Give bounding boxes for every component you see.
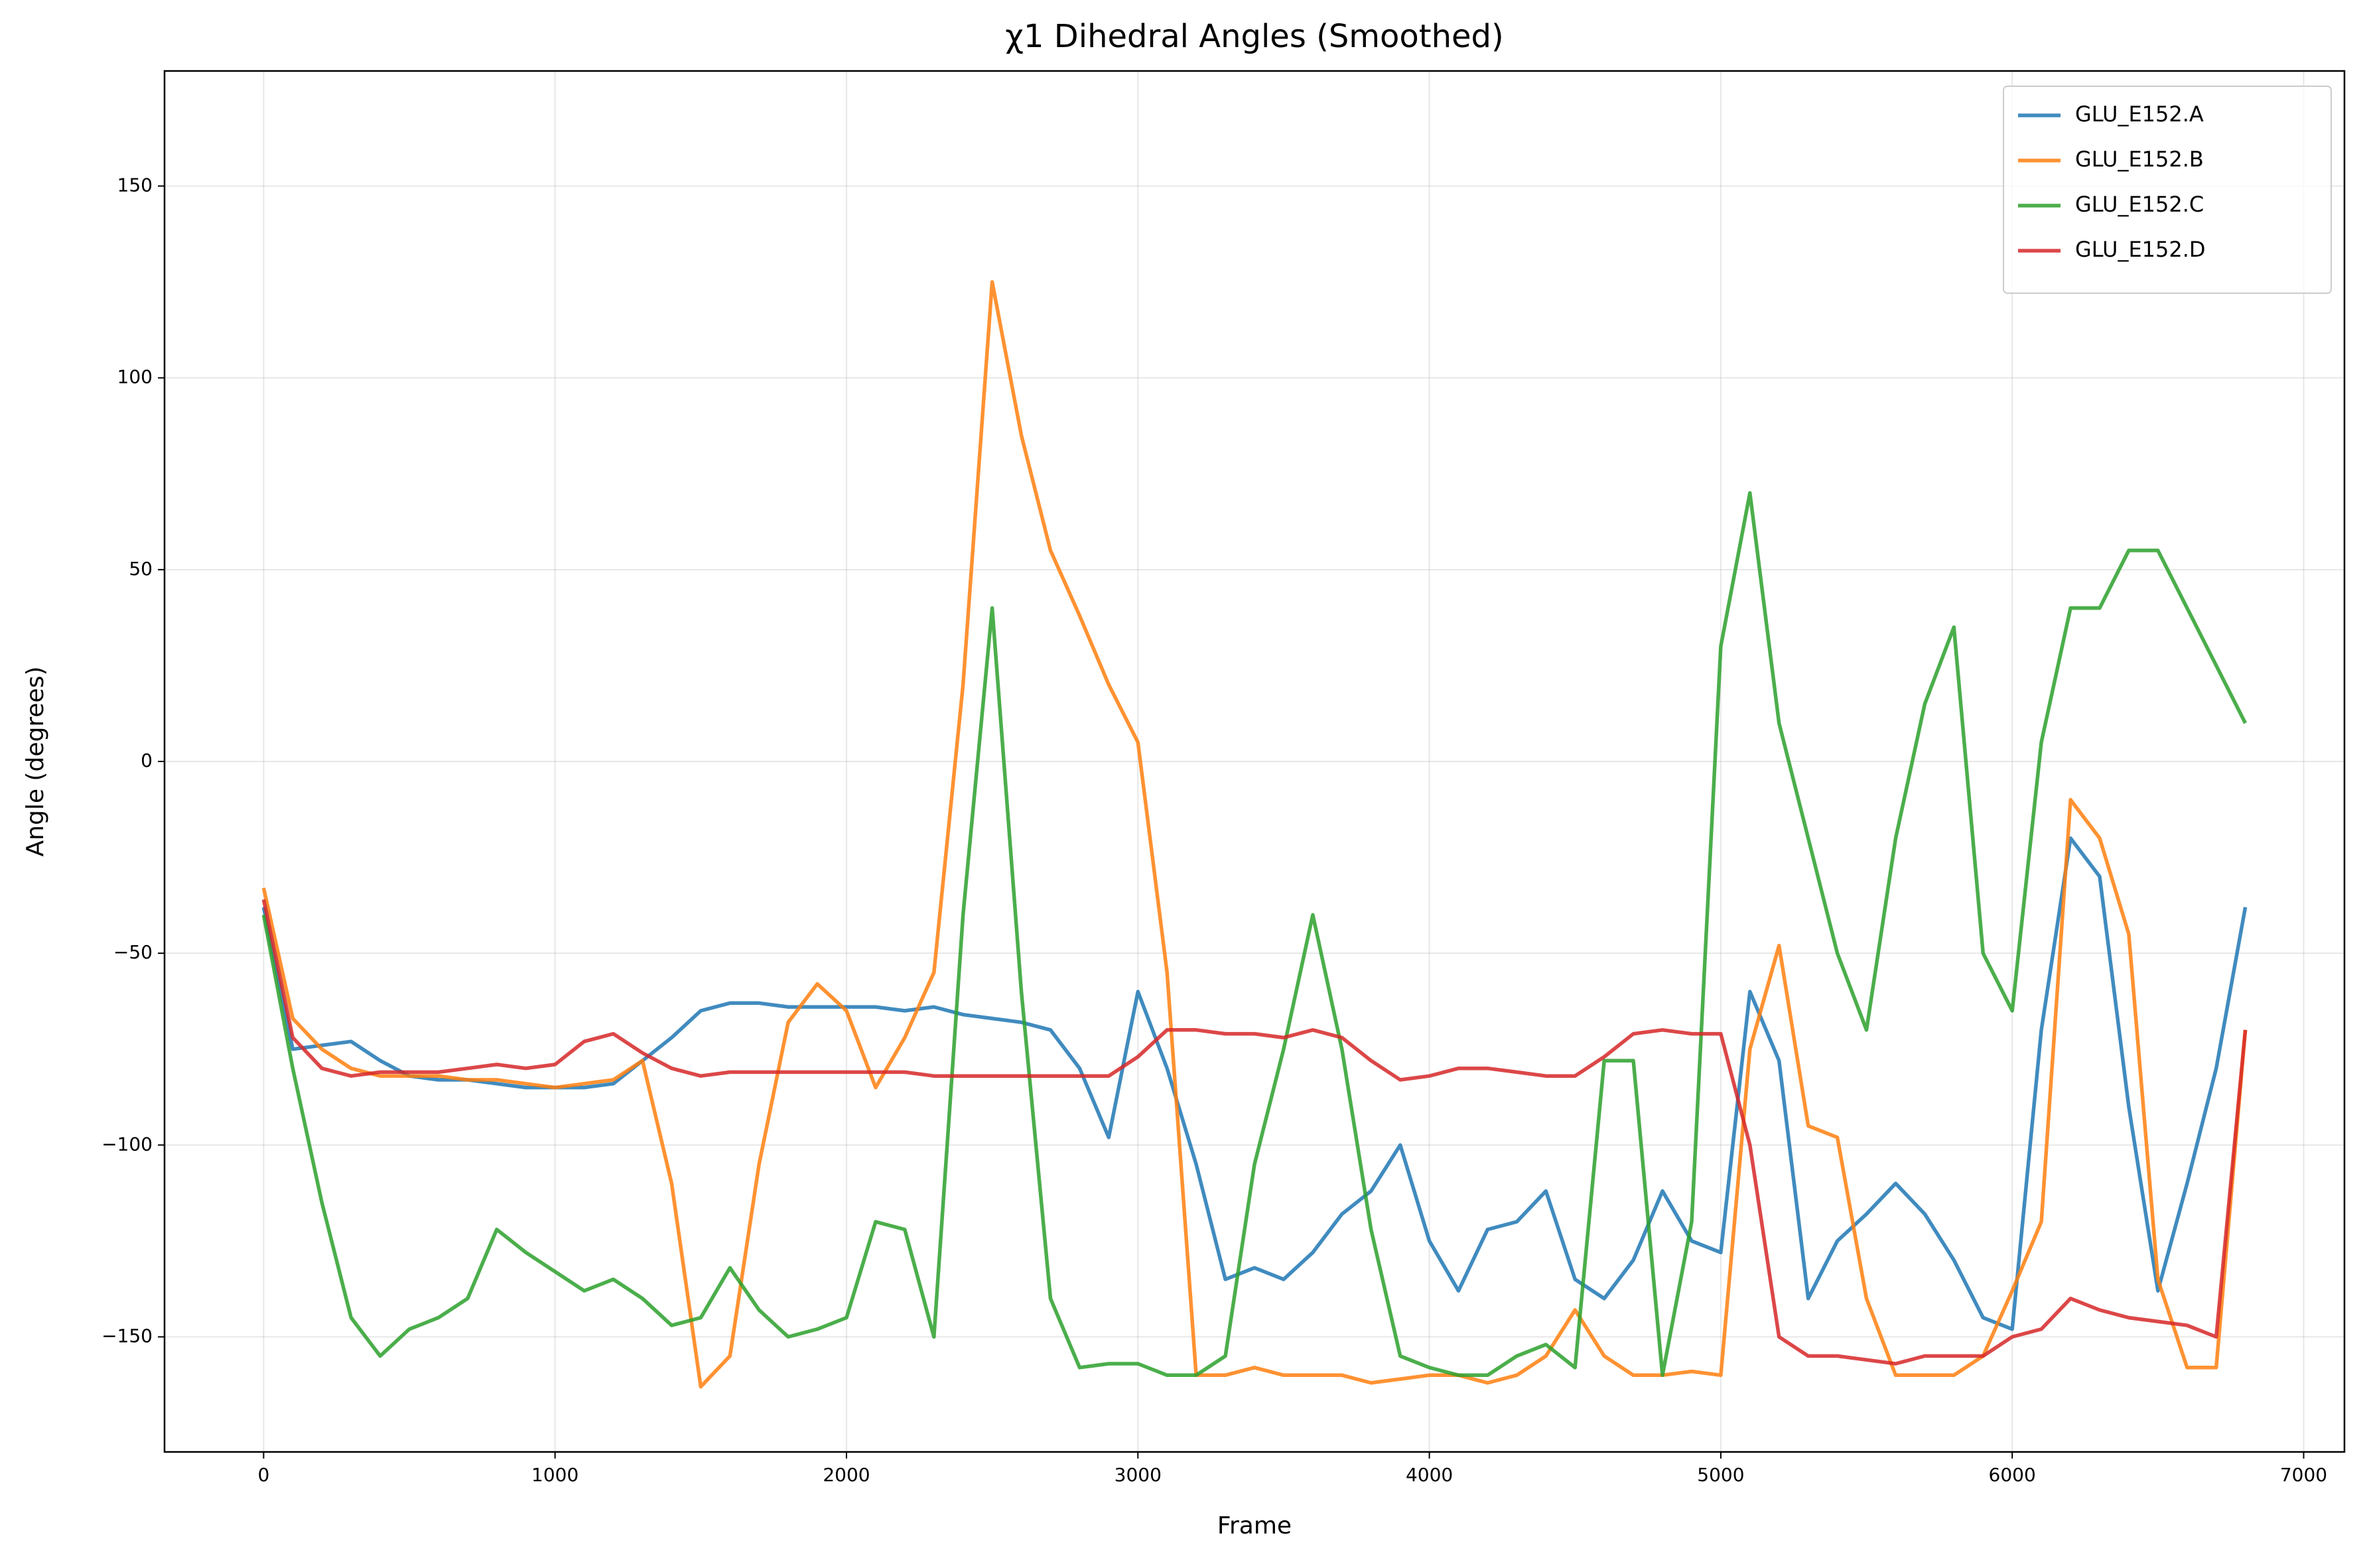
legend-label: GLU_E152.B (2075, 147, 2204, 172)
legend-label: GLU_E152.A (2075, 101, 2204, 127)
legend-label: GLU_E152.C (2075, 192, 2204, 217)
y-tick-label: 50 (129, 558, 153, 580)
y-axis-label: Angle (degrees) (22, 667, 49, 857)
plot-frame (163, 70, 2346, 1453)
y-tick-label: −150 (101, 1325, 153, 1347)
x-tick-label: 2000 (823, 1464, 870, 1486)
y-tick-label: 0 (141, 750, 153, 771)
series-line (261, 280, 2248, 1389)
series-line (261, 491, 2248, 1378)
x-tick-label: 6000 (1989, 1464, 2036, 1486)
x-axis-label: Frame (1217, 1512, 1292, 1539)
x-tick-label: 3000 (1115, 1464, 1162, 1486)
series-line (261, 899, 2248, 1366)
y-tick-label: 100 (117, 366, 153, 388)
chart-title: χ1 Dihedral Angles (Smoothed) (1005, 18, 1504, 55)
legend-label: GLU_E152.D (2075, 237, 2206, 262)
x-tick-label: 1000 (531, 1464, 578, 1486)
legend-box (2003, 86, 2332, 294)
y-tick-label: −50 (113, 941, 153, 963)
y-tick-label: 150 (117, 174, 153, 196)
series-line (261, 836, 2248, 1331)
y-tick-label: −100 (101, 1133, 153, 1155)
x-tick-label: 5000 (1697, 1464, 1744, 1486)
x-tick-label: 7000 (2280, 1464, 2327, 1486)
x-tick-label: 0 (257, 1464, 269, 1486)
x-tick-label: 4000 (1406, 1464, 1453, 1486)
